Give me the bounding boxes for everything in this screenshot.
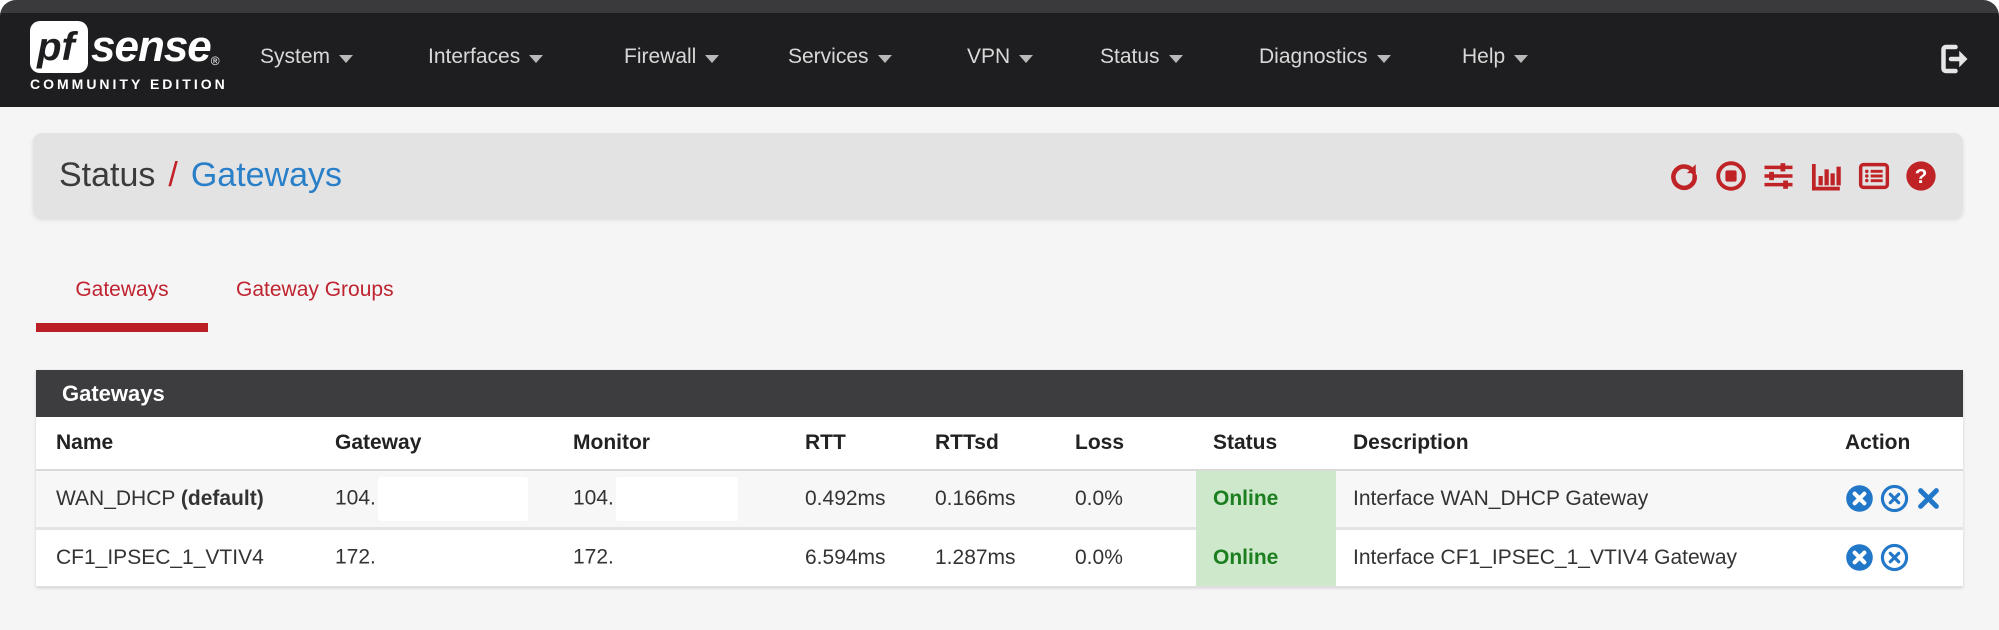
redaction-box [377,476,528,521]
breadcrumb: Status / Gateways [59,156,342,195]
tab-gateway-groups[interactable]: Gateway Groups [236,278,394,301]
chevron-down-icon [339,54,354,63]
status-badge: Online [1196,470,1336,528]
sign-out-icon[interactable] [1936,41,1972,82]
help-circle-icon[interactable]: ? [1905,160,1937,192]
table-row: CF1_IPSEC_1_VTIV4 172. 172. 6.594ms 1.28… [36,526,1963,587]
breadcrumb-separator: / [168,156,178,194]
redaction-box [615,476,738,521]
breadcrumb-page-link[interactable]: Gateways [190,156,343,194]
gateway-name-cell: WAN_DHCP (default) [36,470,312,528]
rtt-cell: 0.492ms [780,470,910,528]
table-header-row: Name Gateway Monitor RTT RTTsd Loss Stat… [36,417,1963,471]
rttsd-cell: 0.166ms [910,470,1050,528]
rtt-cell: 6.594ms [780,526,910,587]
chevron-down-icon [705,54,720,63]
window-titlebar-strip [0,0,1999,13]
nav-item-status[interactable]: Status [1100,45,1183,69]
logo-pf-text: pf [37,24,75,69]
logo-sense-text: sense [91,22,212,71]
times-circle-outline-icon[interactable] [1880,543,1909,572]
active-tab-underline [36,323,208,332]
breadcrumb-bar: Status / Gateways [33,133,1963,218]
gateway-tabs: Gateways Gateway Groups [36,278,394,332]
times-circle-outline-icon[interactable] [1880,484,1909,513]
action-cell [1820,526,1963,587]
gateway-address-cell: 104. [312,470,548,528]
gateways-table: Name Gateway Monitor RTT RTTsd Loss Stat… [36,417,1963,587]
rttsd-cell: 1.287ms [910,526,1050,587]
col-header-name: Name [36,417,312,471]
action-cell [1820,470,1963,528]
panel-title: Gateways [36,370,1963,417]
page-action-icons: ? [1668,160,1937,192]
nav-item-diagnostics[interactable]: Diagnostics [1259,45,1391,69]
nav-item-firewall[interactable]: Firewall [624,45,720,69]
table-row: WAN_DHCP (default) 104. 104. 0.492ms 0.1… [36,470,1963,528]
col-header-gateway: Gateway [312,417,548,471]
times-circle-solid-icon[interactable] [1845,543,1874,572]
gateway-name-cell: CF1_IPSEC_1_VTIV4 [36,526,312,587]
col-header-action: Action [1820,417,1963,471]
breadcrumb-section: Status [59,156,156,194]
monitor-address-cell: 104. [548,470,780,528]
stop-circle-icon[interactable] [1715,160,1747,192]
nav-item-services[interactable]: Services [788,45,892,69]
col-header-rtt: RTT [780,417,910,471]
refresh-icon[interactable] [1668,160,1700,192]
nav-item-interfaces[interactable]: Interfaces [428,45,544,69]
main-navbar: pf sense ® COMMUNITY EDITION System Inte… [0,13,1999,107]
loss-cell: 0.0% [1050,470,1196,528]
tab-gateways[interactable]: Gateways [36,278,208,332]
default-gateway-badge: (default) [180,486,264,510]
times-circle-solid-icon[interactable] [1845,484,1874,513]
community-edition-label: COMMUNITY EDITION [30,76,228,92]
chevron-down-icon [1168,54,1183,63]
nav-item-system[interactable]: System [260,45,354,69]
chevron-down-icon [1514,54,1529,63]
registered-mark: ® [210,54,220,68]
description-cell: Interface CF1_IPSEC_1_VTIV4 Gateway [1336,526,1820,587]
col-header-monitor: Monitor [548,417,780,471]
chevron-down-icon [877,54,892,63]
description-cell: Interface WAN_DHCP Gateway [1336,470,1820,528]
nav-item-help[interactable]: Help [1462,45,1529,69]
times-icon[interactable] [1915,485,1942,512]
svg-text:?: ? [1915,165,1928,188]
chevron-down-icon [1376,54,1391,63]
redaction-box [615,535,626,580]
chevron-down-icon [529,54,544,63]
loss-cell: 0.0% [1050,526,1196,587]
chevron-down-icon [1019,54,1034,63]
redaction-box [377,535,388,580]
col-header-rttsd: RTTsd [910,417,1050,471]
gateway-address-cell: 172. [312,526,548,587]
nav-item-vpn[interactable]: VPN [967,45,1034,69]
sliders-icon[interactable] [1762,160,1795,192]
col-header-status: Status [1196,417,1336,471]
status-badge: Online [1196,526,1336,587]
col-header-loss: Loss [1050,417,1196,471]
pf-logo-box: pf [30,21,88,73]
list-log-icon[interactable] [1858,160,1890,192]
monitor-address-cell: 172. [548,526,780,587]
bar-chart-icon[interactable] [1810,160,1843,192]
gateways-panel: Gateways Name Gateway Monitor RTT RTTsd … [36,370,1963,587]
pfsense-logo[interactable]: pf sense ® COMMUNITY EDITION [30,21,228,92]
col-header-description: Description [1336,417,1820,471]
